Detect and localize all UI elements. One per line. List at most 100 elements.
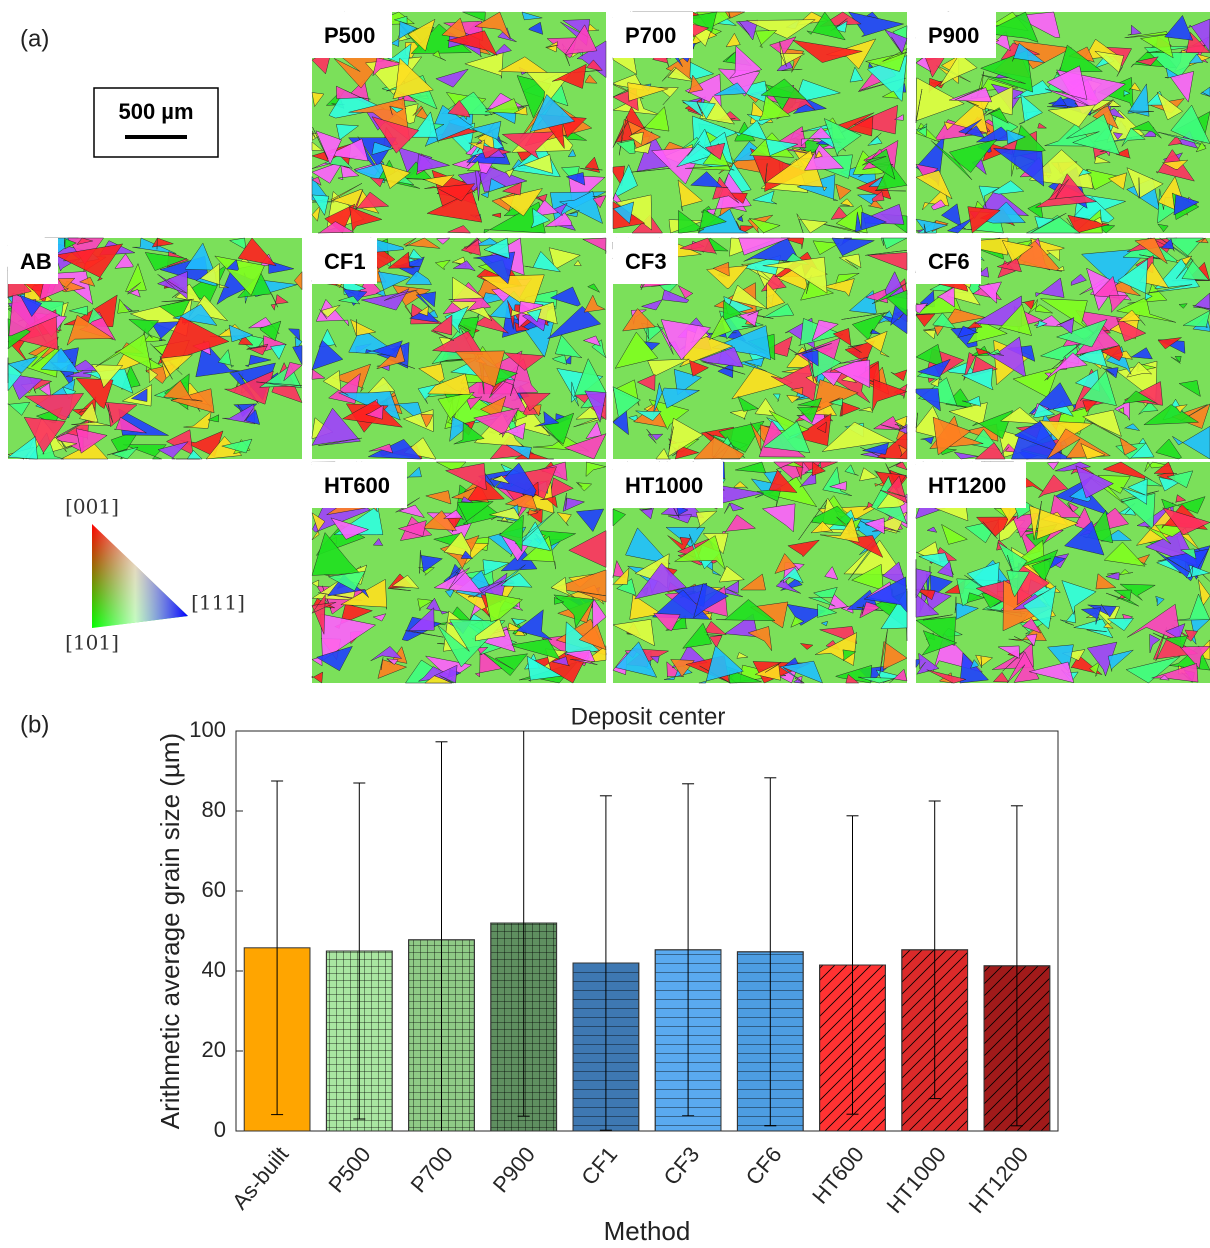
- grain: [1117, 309, 1146, 326]
- grain: [364, 404, 384, 420]
- grain: [511, 617, 528, 627]
- grain: [799, 469, 817, 488]
- grain: [64, 238, 77, 250]
- map-label: HT1200: [928, 473, 1006, 498]
- grain: [318, 221, 355, 234]
- grain: [1027, 299, 1053, 314]
- grain: [1161, 496, 1206, 514]
- grain-map: AB: [7, 237, 303, 460]
- grain: [442, 509, 464, 521]
- grain: [462, 11, 486, 22]
- grain-map: CF3: [612, 237, 908, 460]
- grain: [375, 271, 412, 298]
- grain: [1119, 436, 1138, 456]
- grain: [548, 247, 581, 270]
- grain: [930, 377, 940, 388]
- grain: [372, 613, 387, 622]
- ipf-label: [111]: [191, 591, 245, 615]
- grain: [511, 638, 561, 660]
- grain: [667, 535, 691, 552]
- error-bar: [599, 795, 612, 1131]
- grain: [447, 30, 498, 57]
- grain: [915, 588, 936, 601]
- grain: [496, 564, 533, 588]
- grain: [1122, 390, 1158, 404]
- grain: [792, 39, 863, 63]
- grain: [615, 641, 658, 678]
- grain: [915, 218, 949, 234]
- grain: [1120, 478, 1148, 505]
- grain: [811, 319, 839, 342]
- grain: [835, 183, 852, 201]
- map-label-box: [8, 238, 58, 284]
- grain: [966, 321, 983, 329]
- y-tick-label: 40: [202, 957, 226, 982]
- grain: [612, 619, 655, 647]
- grain: [1056, 317, 1075, 335]
- grain: [841, 312, 889, 340]
- grain: [1153, 461, 1178, 474]
- grain: [1021, 617, 1042, 634]
- grain: [585, 461, 607, 478]
- grain: [871, 282, 908, 317]
- grain: [828, 481, 847, 491]
- grain: [418, 363, 445, 383]
- grain: [311, 141, 324, 151]
- grain: [816, 603, 838, 618]
- grain: [1078, 168, 1093, 177]
- grain: [320, 613, 377, 661]
- grain: [1152, 632, 1188, 649]
- grain: [199, 262, 229, 288]
- grain: [729, 284, 769, 310]
- grain: [505, 168, 515, 178]
- grain: [916, 652, 940, 675]
- grain: [151, 237, 174, 250]
- map-label-box: [312, 462, 407, 508]
- grain: [1125, 656, 1181, 684]
- grain: [106, 446, 139, 460]
- grain: [806, 11, 846, 41]
- grain: [461, 496, 473, 503]
- grain: [354, 189, 390, 211]
- grain: [434, 259, 451, 271]
- maps: P500 P700 P900 AB CF1 CF3 CF6 HT600 HT1000 HT1200: [7, 11, 1210, 684]
- grain: [466, 396, 483, 410]
- grain: [104, 402, 138, 428]
- grain: [392, 57, 434, 100]
- grain: [622, 308, 656, 332]
- map-label: P700: [625, 23, 676, 48]
- grain: [1127, 24, 1143, 36]
- grain: [476, 646, 489, 656]
- error-bar: [764, 777, 777, 1127]
- grain: [974, 442, 1006, 460]
- grain: [454, 350, 505, 387]
- grain: [794, 79, 842, 104]
- grain: [75, 428, 108, 454]
- grain: [698, 645, 744, 684]
- grain: [7, 436, 38, 460]
- grain: [1123, 90, 1131, 97]
- grain: [544, 41, 559, 53]
- grain: [487, 149, 506, 158]
- grain: [319, 304, 341, 320]
- grain: [652, 382, 701, 415]
- grain: [677, 179, 704, 212]
- grain: [1010, 549, 1059, 582]
- grain: [76, 237, 93, 245]
- map-label-box: [916, 462, 1026, 508]
- grain: [678, 209, 705, 234]
- y-tick-label: 100: [189, 717, 226, 742]
- x-tick-label: HT600: [807, 1142, 869, 1209]
- grain: [682, 622, 712, 649]
- grain: [565, 172, 586, 186]
- y-tick-label: 80: [202, 797, 226, 822]
- grain: [673, 535, 726, 570]
- grain: [40, 347, 80, 373]
- grain: [565, 209, 580, 217]
- grain: [426, 191, 483, 223]
- grain: [635, 410, 662, 422]
- grain: [148, 368, 159, 384]
- grain: [452, 260, 476, 272]
- grain: [1073, 618, 1114, 639]
- grain: [898, 423, 908, 435]
